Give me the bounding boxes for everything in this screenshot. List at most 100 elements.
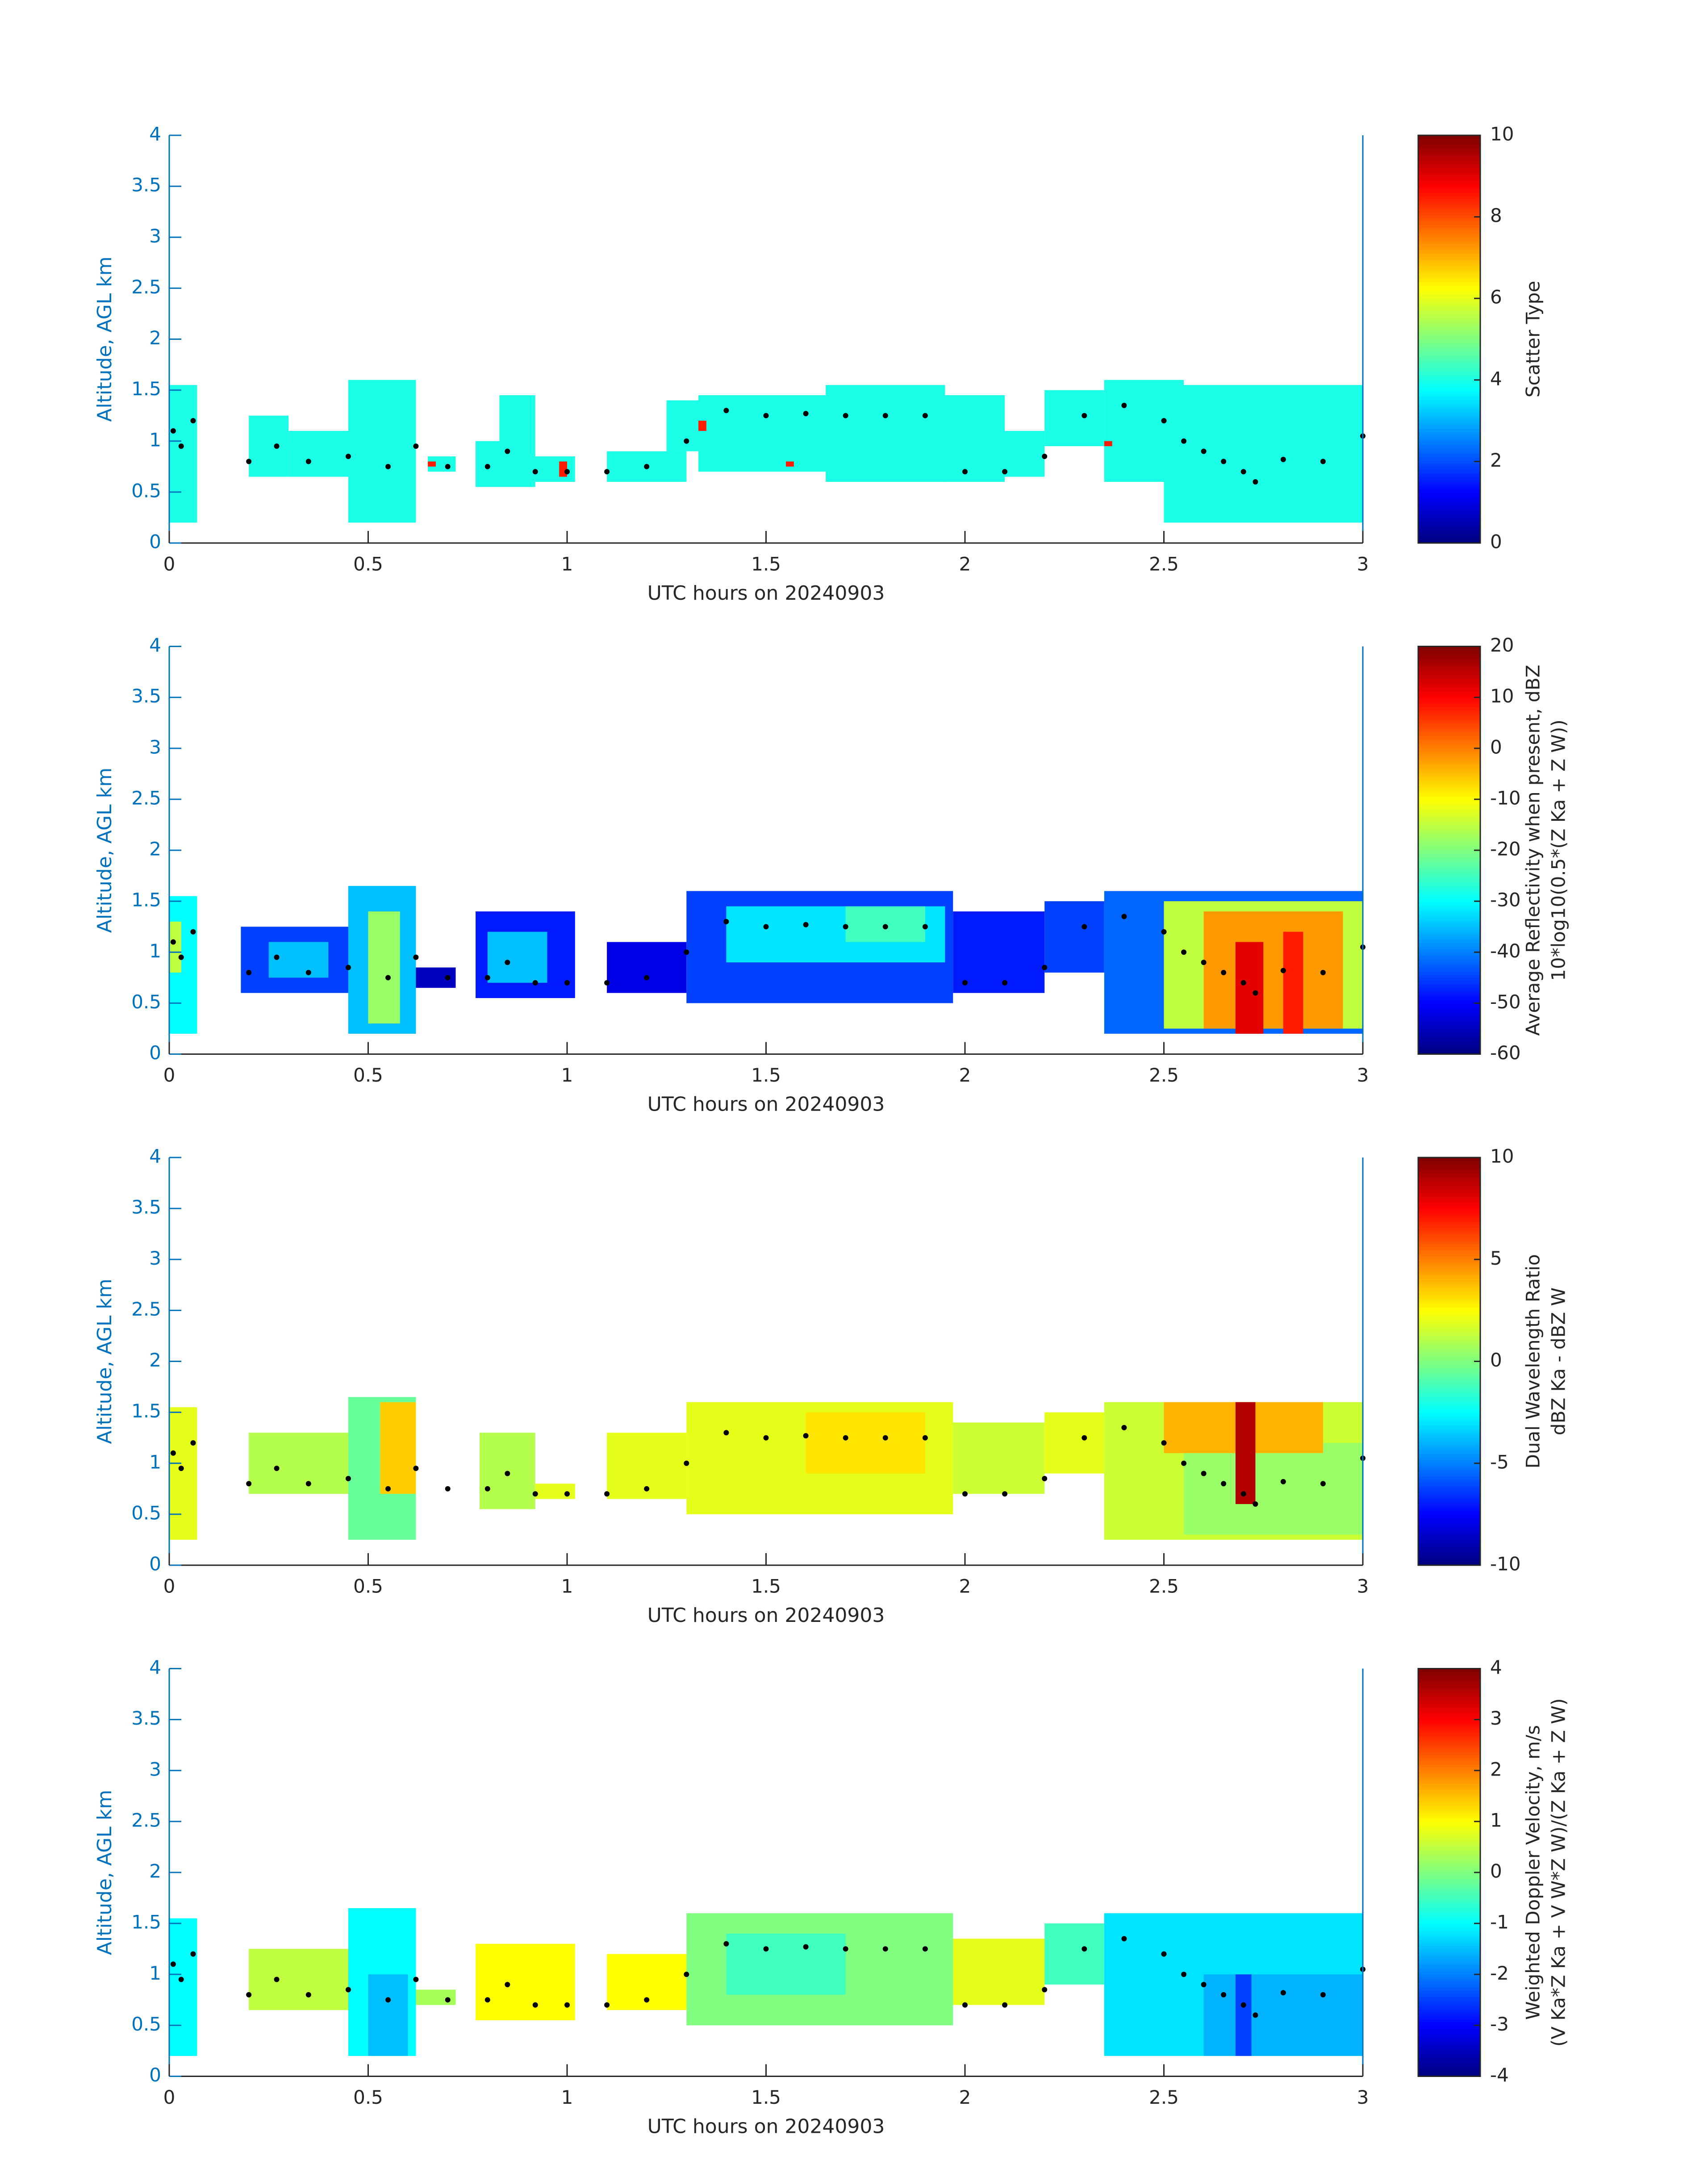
cell-block bbox=[953, 911, 1045, 993]
colorbar-segment bbox=[1418, 703, 1480, 707]
cloud-base-dot bbox=[413, 1466, 419, 1471]
cloud-base-dot bbox=[604, 2002, 610, 2008]
x-tick-label: 0.5 bbox=[353, 1064, 383, 1086]
cloud-base-dot bbox=[246, 459, 252, 464]
cloud-base-dot bbox=[445, 975, 451, 981]
colorbar-segment bbox=[1418, 142, 1480, 146]
colorbar-segment bbox=[1418, 1914, 1480, 1918]
colorbar-segment bbox=[1418, 1511, 1480, 1515]
colorbar-segment bbox=[1418, 1533, 1480, 1537]
colorbar-segment bbox=[1418, 1428, 1480, 1432]
colorbar-segment bbox=[1418, 1227, 1480, 1231]
colorbar-segment bbox=[1418, 840, 1480, 844]
colorbar-segment bbox=[1418, 1460, 1480, 1464]
y-tick-label: 0 bbox=[149, 1042, 161, 1064]
colorbar-segment bbox=[1418, 1183, 1480, 1187]
colorbar-segment bbox=[1418, 1987, 1480, 1991]
colorbar-segment bbox=[1418, 1859, 1480, 1864]
panel: 0 0.5 1 1.5 2 2.5 3 3.5 4 0 0.5 1 1.5 2 2.5 3 UTC hours … bbox=[93, 1145, 1570, 1627]
colorbar-segment bbox=[1418, 361, 1480, 365]
colorbar-tick-label: 4 bbox=[1490, 368, 1502, 389]
cell-block bbox=[1164, 385, 1363, 523]
colorbar-segment bbox=[1418, 1729, 1480, 1733]
colorbar-segment bbox=[1418, 691, 1480, 695]
cloud-base-dot bbox=[345, 965, 351, 970]
colorbar-segment bbox=[1418, 965, 1480, 969]
y-tick-label: 2 bbox=[149, 1860, 161, 1882]
colorbar-segment bbox=[1418, 1447, 1480, 1451]
y-tick-label: 0 bbox=[149, 531, 161, 553]
cell-block bbox=[1203, 1974, 1363, 2056]
colorbar-segment bbox=[1418, 745, 1480, 749]
colorbar-segment bbox=[1418, 1234, 1480, 1238]
colorbar-segment bbox=[1418, 1681, 1480, 1685]
colorbar-segment bbox=[1418, 1546, 1480, 1550]
x-tick-label: 2 bbox=[959, 1064, 971, 1086]
cloud-base-dot bbox=[1121, 402, 1127, 408]
y-tick-label: 3.5 bbox=[131, 174, 161, 196]
colorbar-segment bbox=[1418, 1671, 1480, 1676]
cloud-base-dot bbox=[1181, 949, 1187, 955]
cloud-base-dot bbox=[413, 443, 419, 449]
cloud-base-dot bbox=[922, 413, 928, 418]
cell-block bbox=[1235, 942, 1264, 1034]
cloud-base-dot bbox=[564, 1491, 570, 1497]
colorbar-segment bbox=[1418, 646, 1480, 650]
colorbar-segment bbox=[1418, 1767, 1480, 1771]
x-tick-label: 2.5 bbox=[1149, 553, 1179, 575]
colorbar-segment bbox=[1418, 659, 1480, 663]
colorbar-segment bbox=[1418, 866, 1480, 870]
cloud-base-dot bbox=[763, 924, 769, 930]
cell-block bbox=[1283, 932, 1303, 1034]
cloud-base-dot bbox=[723, 1430, 729, 1436]
cloud-base-dot bbox=[1082, 924, 1087, 930]
colorbar-segment bbox=[1418, 387, 1480, 391]
cloud-base-dot bbox=[305, 969, 311, 975]
colorbar-segment bbox=[1418, 1009, 1480, 1013]
y-tick-label: 1 bbox=[149, 940, 161, 962]
cloud-base-dot bbox=[484, 1997, 490, 2003]
colorbar-segment bbox=[1418, 1041, 1480, 1045]
colorbar-segment bbox=[1418, 278, 1480, 282]
cloud-base-dot bbox=[644, 1486, 650, 1492]
colorbar-segment bbox=[1418, 885, 1480, 889]
colorbar-tick-label: 1 bbox=[1490, 1809, 1502, 1831]
colorbar-segment bbox=[1418, 183, 1480, 187]
colorbar-segment bbox=[1418, 863, 1480, 867]
cloud-base-dot bbox=[644, 1997, 650, 2003]
x-tick-label: 3 bbox=[1357, 553, 1369, 575]
colorbar-segment bbox=[1418, 501, 1480, 506]
colorbar-segment bbox=[1418, 2060, 1480, 2064]
colorbar-segment bbox=[1418, 1691, 1480, 1695]
colorbar-segment bbox=[1418, 272, 1480, 276]
colorbar-segment bbox=[1418, 945, 1480, 949]
cell-block bbox=[169, 1918, 197, 2056]
cell-block bbox=[698, 395, 826, 472]
cloud-base-dot bbox=[1201, 960, 1207, 965]
colorbar-segment bbox=[1418, 1450, 1480, 1454]
colorbar-segment bbox=[1418, 209, 1480, 212]
colorbar-segment bbox=[1418, 1262, 1480, 1266]
colorbar-segment bbox=[1418, 1045, 1480, 1049]
colorbar-segment bbox=[1418, 739, 1480, 743]
colorbar-segment bbox=[1418, 777, 1480, 781]
colorbar-segment bbox=[1418, 422, 1480, 426]
colorbar-segment bbox=[1418, 1742, 1480, 1746]
colorbar-tick-label: 0 bbox=[1490, 1349, 1502, 1371]
colorbar-segment bbox=[1418, 1466, 1480, 1470]
cloud-base-dot bbox=[604, 1491, 610, 1497]
colorbar-segment bbox=[1418, 345, 1480, 349]
colorbar-segment bbox=[1418, 2047, 1480, 2052]
colorbar-segment bbox=[1418, 1028, 1480, 1032]
colorbar-segment bbox=[1418, 713, 1480, 717]
colorbar-segment bbox=[1418, 872, 1480, 876]
colorbar-segment bbox=[1418, 412, 1480, 416]
colorbar-segment bbox=[1418, 1847, 1480, 1851]
cloud-base-dot bbox=[882, 413, 888, 418]
colorbar-segment bbox=[1418, 1406, 1480, 1410]
x-tick-label: 2.5 bbox=[1149, 2086, 1179, 2108]
colorbar-segment bbox=[1418, 266, 1480, 270]
colorbar-segment bbox=[1418, 1454, 1480, 1458]
colorbar-segment bbox=[1418, 857, 1480, 861]
colorbar-segment bbox=[1418, 482, 1480, 486]
